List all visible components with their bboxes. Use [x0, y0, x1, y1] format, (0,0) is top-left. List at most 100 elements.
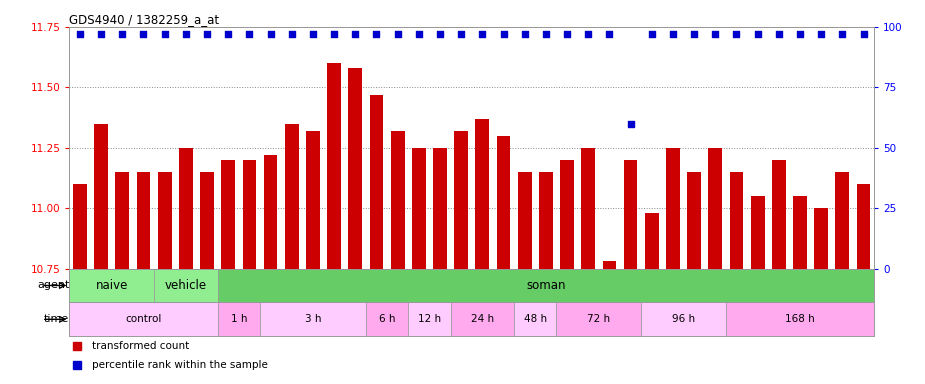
Bar [793, 196, 807, 268]
Point [793, 31, 808, 37]
Bar [450, 302, 514, 336]
Bar [366, 302, 408, 336]
Bar [217, 268, 874, 302]
Point [581, 31, 596, 37]
Bar [709, 148, 722, 268]
Point [857, 31, 871, 37]
Bar [497, 136, 511, 268]
Bar [349, 68, 363, 268]
Bar [645, 213, 659, 268]
Point [496, 31, 511, 37]
Text: agent: agent [37, 280, 69, 290]
Point [729, 31, 744, 37]
Bar [69, 268, 154, 302]
Bar [561, 160, 574, 268]
Bar [390, 131, 404, 268]
Bar [602, 261, 616, 268]
Bar [179, 148, 192, 268]
Bar [514, 302, 557, 336]
Text: 72 h: 72 h [587, 314, 610, 324]
Bar [730, 172, 744, 268]
Bar [221, 160, 235, 268]
Bar [857, 184, 870, 268]
Point [835, 31, 850, 37]
Point [412, 31, 426, 37]
Point [517, 31, 532, 37]
Point [771, 31, 786, 37]
Bar [217, 302, 260, 336]
Point [686, 31, 701, 37]
Bar [454, 131, 468, 268]
Point [179, 31, 193, 37]
Text: 12 h: 12 h [418, 314, 441, 324]
Point [750, 31, 765, 37]
Point [369, 31, 384, 37]
Point [157, 31, 172, 37]
Point [814, 31, 829, 37]
Bar [306, 131, 320, 268]
Bar [408, 302, 450, 336]
Point [136, 31, 151, 37]
Text: 24 h: 24 h [471, 314, 494, 324]
Point [348, 31, 363, 37]
Bar [158, 172, 171, 268]
Bar [433, 148, 447, 268]
Bar [666, 148, 680, 268]
Point [284, 31, 299, 37]
Bar [116, 172, 130, 268]
Text: 168 h: 168 h [785, 314, 815, 324]
Bar [687, 172, 701, 268]
Bar [475, 119, 489, 268]
Bar [539, 172, 553, 268]
Bar [69, 302, 217, 336]
Bar [264, 155, 278, 268]
Bar [260, 302, 366, 336]
Bar [557, 302, 641, 336]
Point [221, 31, 236, 37]
Point [665, 31, 680, 37]
Point [602, 31, 617, 37]
Text: time: time [44, 314, 69, 324]
Point [475, 31, 489, 37]
Text: 1 h: 1 h [230, 314, 247, 324]
Bar [370, 94, 383, 268]
Point [93, 31, 108, 37]
Text: 48 h: 48 h [524, 314, 547, 324]
Bar [242, 160, 256, 268]
Bar [751, 196, 765, 268]
Bar [73, 184, 87, 268]
Text: 6 h: 6 h [379, 314, 395, 324]
Point [263, 31, 278, 37]
Point [327, 31, 341, 37]
Point [645, 31, 660, 37]
Point [454, 31, 469, 37]
Bar [726, 302, 874, 336]
Bar [641, 302, 726, 336]
Text: naive: naive [95, 279, 128, 292]
Bar [772, 160, 785, 268]
Text: control: control [125, 314, 162, 324]
Point [200, 31, 215, 37]
Point [305, 31, 320, 37]
Bar [835, 172, 849, 268]
Point [115, 31, 130, 37]
Point [72, 31, 87, 37]
Point [623, 121, 638, 127]
Point [433, 31, 448, 37]
Text: 96 h: 96 h [672, 314, 695, 324]
Text: percentile rank within the sample: percentile rank within the sample [92, 359, 267, 369]
Point [708, 31, 722, 37]
Bar [814, 208, 828, 268]
Bar [154, 268, 217, 302]
Bar [327, 63, 341, 268]
Bar [137, 172, 151, 268]
Point [560, 31, 574, 37]
Text: vehicle: vehicle [165, 279, 207, 292]
Bar [412, 148, 426, 268]
Bar [581, 148, 595, 268]
Bar [623, 160, 637, 268]
Bar [94, 124, 108, 268]
Point [242, 31, 257, 37]
Point [538, 31, 553, 37]
Text: transformed count: transformed count [92, 341, 189, 351]
